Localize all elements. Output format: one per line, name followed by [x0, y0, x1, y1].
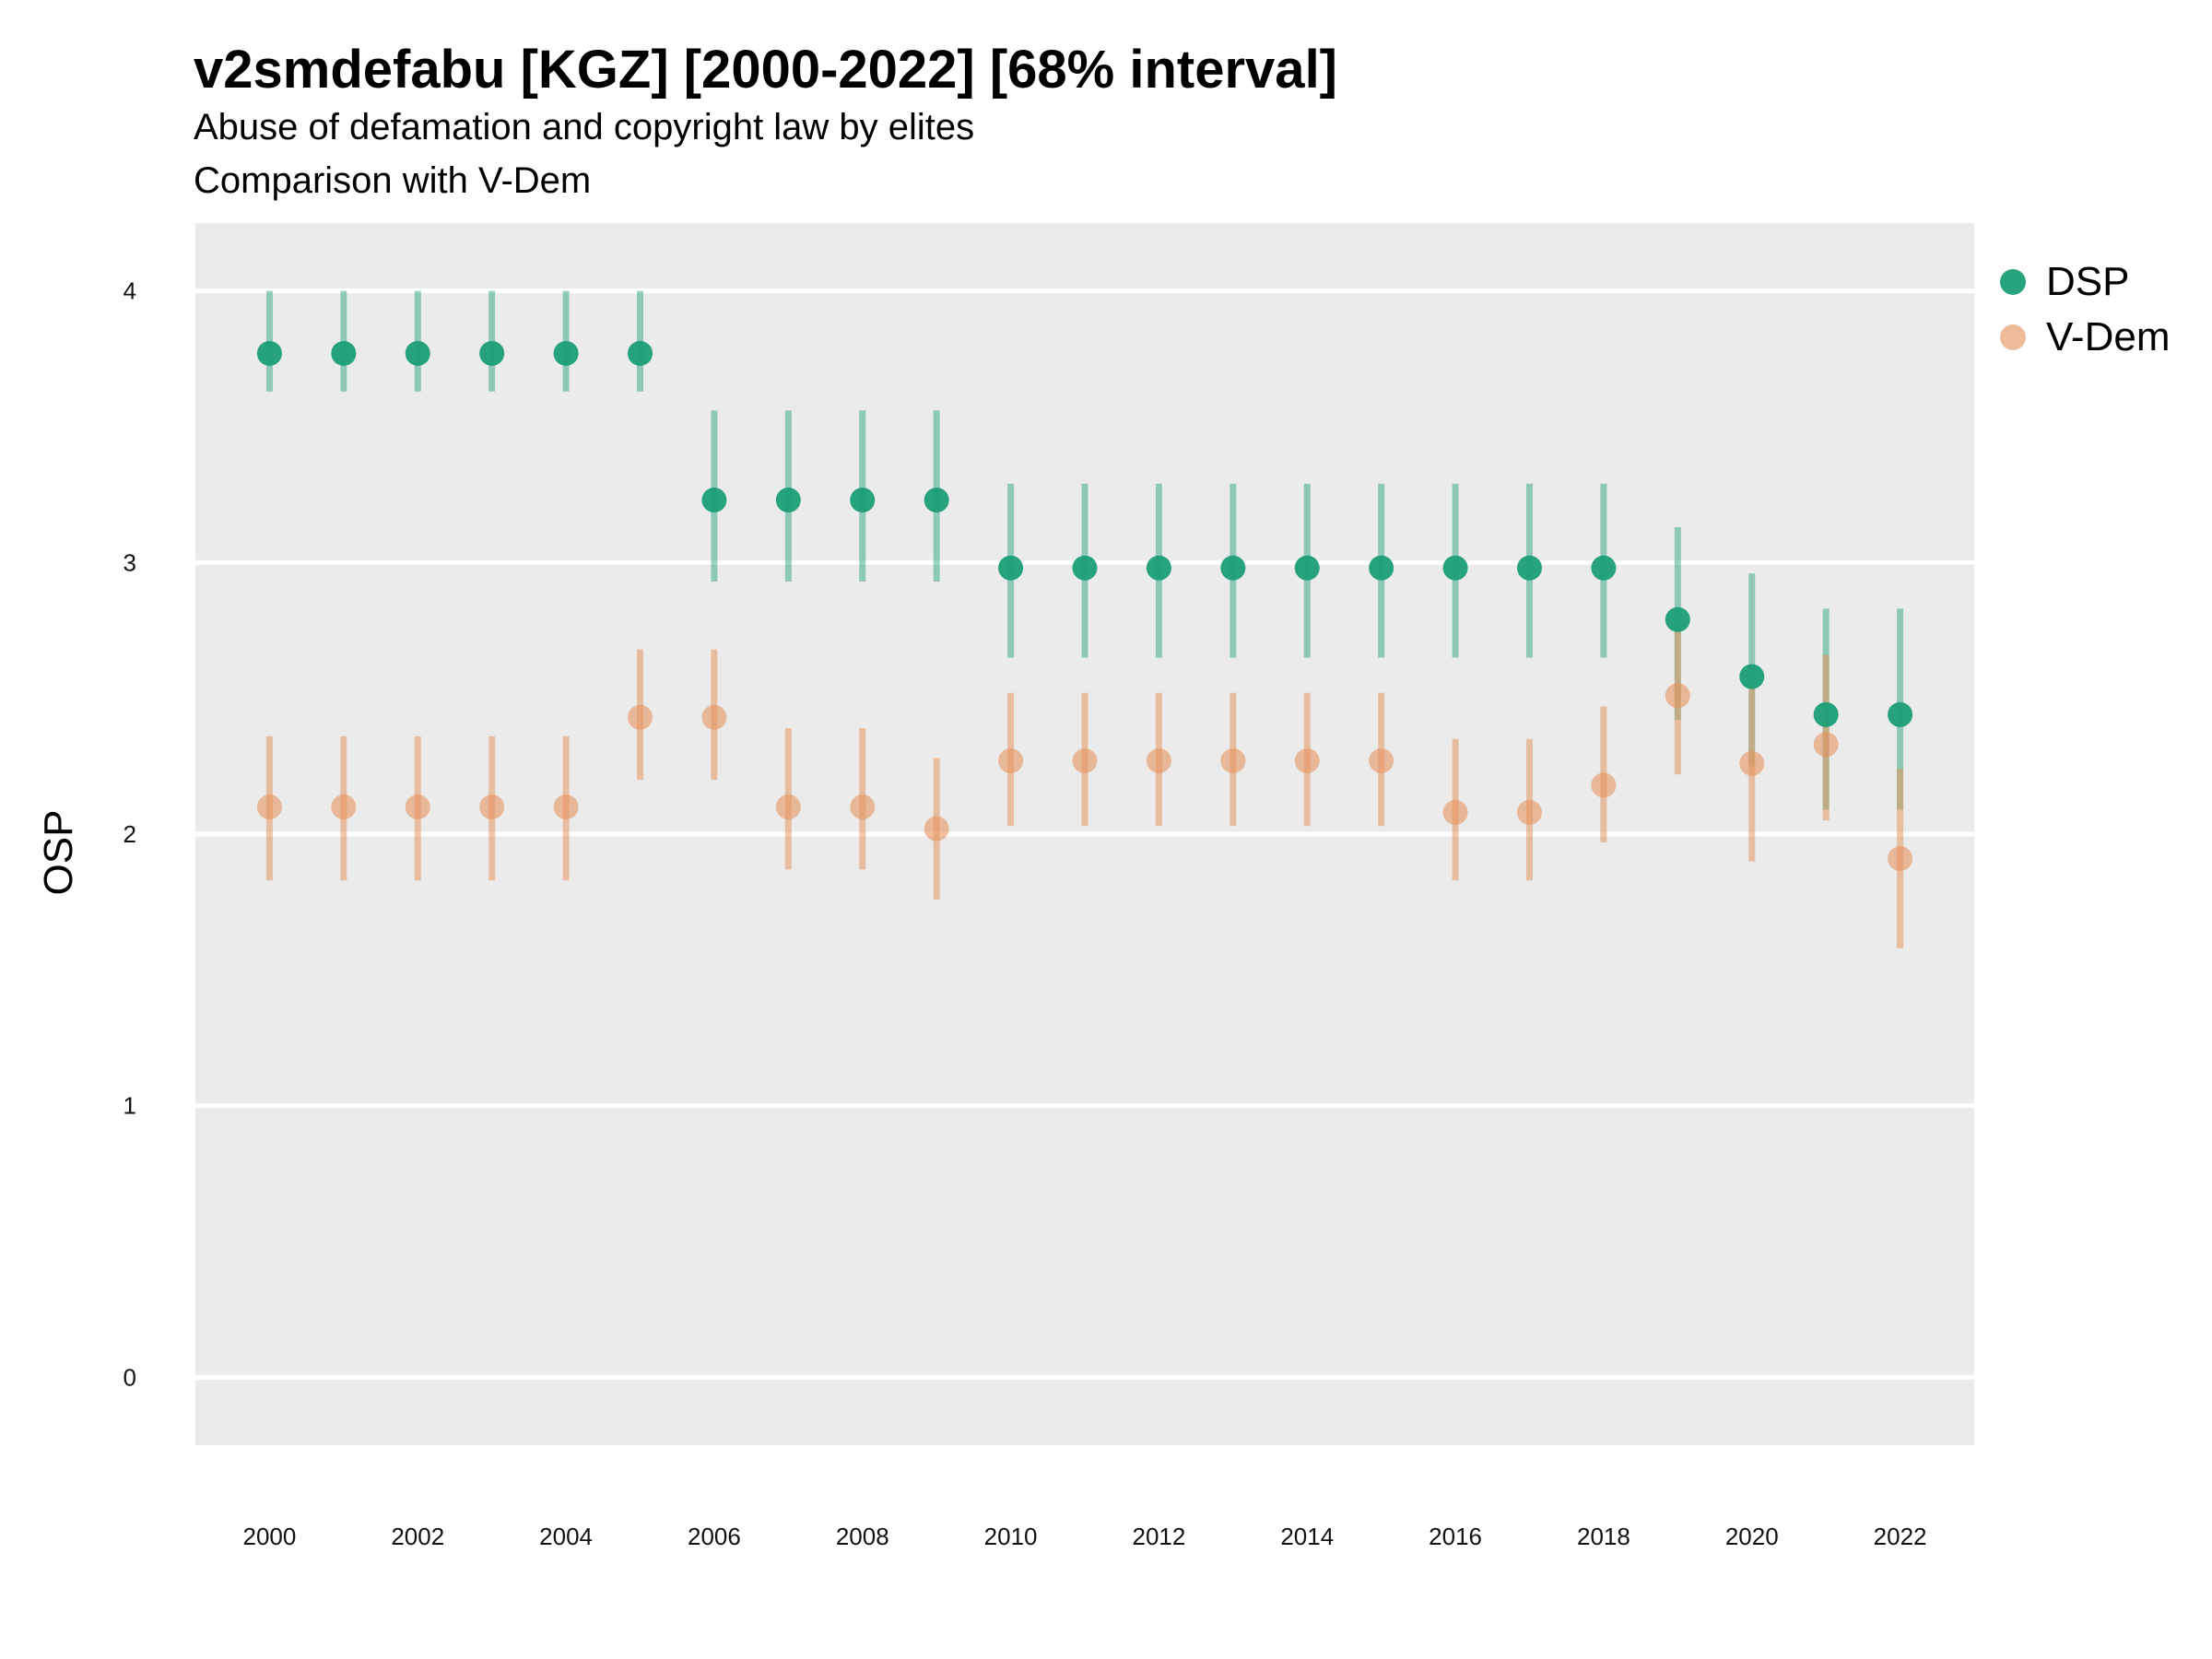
data-point-dsp: [850, 488, 876, 513]
data-point-vdem: [553, 794, 579, 820]
data-point-vdem: [479, 794, 505, 820]
data-point-vdem: [1220, 747, 1246, 773]
data-point-vdem: [924, 816, 949, 841]
data-point-vdem: [331, 794, 357, 820]
data-point-dsp: [1517, 555, 1542, 581]
legend: DSP V-Dem: [2000, 254, 2170, 365]
data-point-dsp: [331, 340, 357, 366]
x-tick-label: 2016: [1429, 1523, 1482, 1550]
data-point-dsp: [256, 340, 282, 366]
x-tick-label: 2004: [539, 1523, 593, 1550]
x-tick-label: 2012: [1132, 1523, 1185, 1550]
y-tick-label: 2: [124, 820, 136, 848]
legend-label-dsp: DSP: [2046, 259, 2130, 304]
data-point-vdem: [628, 704, 653, 730]
legend-label-vdem: V-Dem: [2046, 314, 2171, 359]
legend-key-vdem: [2000, 324, 2026, 350]
x-tick-label: 2006: [688, 1523, 741, 1550]
data-point-dsp: [1665, 606, 1690, 632]
chart-subtitle: Abuse of defamation and copyright law by…: [194, 107, 975, 147]
data-point-vdem: [1813, 732, 1839, 758]
y-tick-label: 1: [124, 1092, 136, 1120]
data-point-vdem: [850, 794, 876, 820]
data-point-vdem: [1294, 747, 1320, 773]
data-point-vdem: [256, 794, 282, 820]
data-point-dsp: [1294, 555, 1320, 581]
data-point-dsp: [553, 340, 579, 366]
chart-title: v2smdefabu [KGZ] [2000-2022] [68% interv…: [194, 40, 1337, 100]
data-point-vdem: [1146, 747, 1171, 773]
y-tick-label: 3: [124, 548, 136, 576]
y-tick-label: 4: [124, 277, 136, 305]
data-point-vdem: [701, 704, 727, 730]
data-point-vdem: [1665, 683, 1690, 709]
chart-subtitle-comparison: Comparison with V-Dem: [194, 160, 592, 201]
x-tick-label: 2008: [836, 1523, 889, 1550]
data-point-dsp: [1813, 701, 1839, 727]
data-point-dsp: [1369, 555, 1394, 581]
x-tick-label: 2014: [1280, 1523, 1334, 1550]
data-point-vdem: [405, 794, 430, 820]
x-tick-label: 2022: [1874, 1523, 1927, 1550]
data-point-vdem: [1591, 772, 1617, 798]
data-point-vdem: [1517, 799, 1542, 825]
data-point-dsp: [775, 488, 801, 513]
data-point-dsp: [701, 488, 727, 513]
data-point-dsp: [479, 340, 505, 366]
x-tick-label: 2000: [242, 1523, 296, 1550]
data-point-dsp: [1442, 555, 1468, 581]
x-tick-label: 2002: [391, 1523, 444, 1550]
data-point-dsp: [1591, 555, 1617, 581]
x-tick-label: 2018: [1577, 1523, 1630, 1550]
x-tick-label: 2010: [984, 1523, 1038, 1550]
data-point-vdem: [1369, 747, 1394, 773]
data-point-vdem: [1888, 846, 1913, 872]
x-tick-label: 2020: [1725, 1523, 1779, 1550]
data-point-dsp: [628, 340, 653, 366]
legend-key-dsp: [2000, 269, 2026, 295]
data-point-dsp: [1072, 555, 1098, 581]
y-tick-label: 0: [124, 1363, 136, 1391]
data-point-dsp: [1739, 664, 1765, 689]
data-point-dsp: [924, 488, 949, 513]
legend-item-vdem: V-Dem: [2000, 310, 2170, 365]
data-point-vdem: [1442, 799, 1468, 825]
data-point-dsp: [1146, 555, 1171, 581]
data-point-vdem: [775, 794, 801, 820]
data-point-vdem: [1739, 750, 1765, 776]
data-point-dsp: [998, 555, 1024, 581]
data-point-dsp: [405, 340, 430, 366]
data-point-dsp: [1888, 701, 1913, 727]
legend-item-dsp: DSP: [2000, 254, 2170, 310]
data-point-vdem: [1072, 747, 1098, 773]
data-point-vdem: [998, 747, 1024, 773]
data-point-dsp: [1220, 555, 1246, 581]
